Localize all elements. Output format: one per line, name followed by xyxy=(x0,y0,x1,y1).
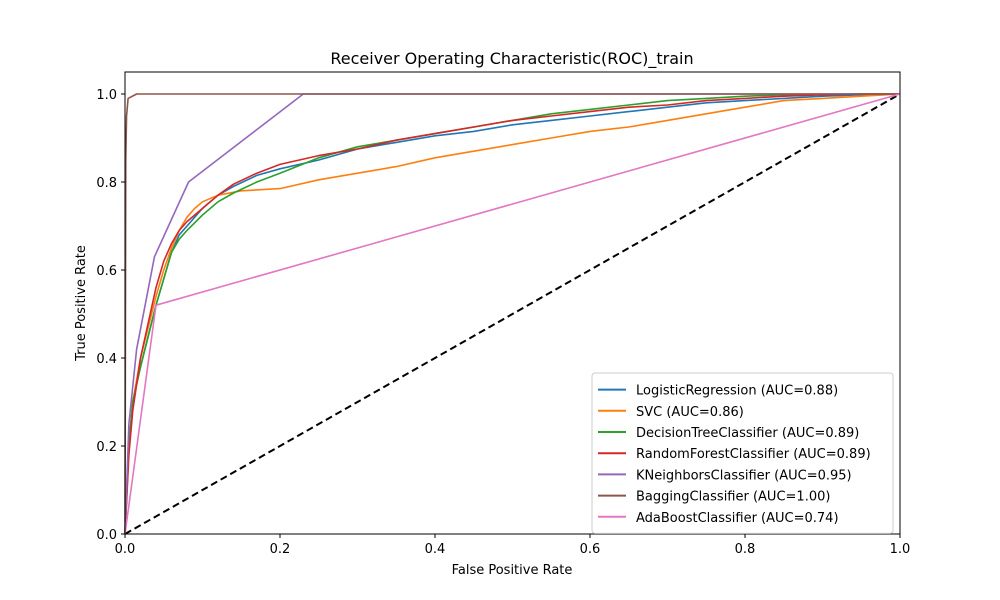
legend-label: SVC (AUC=0.86) xyxy=(636,405,744,420)
chart-title: Receiver Operating Characteristic(ROC)_t… xyxy=(330,49,693,69)
x-tick-label: 0.4 xyxy=(425,542,446,557)
x-tick-label: 0.8 xyxy=(735,542,756,557)
y-axis-label: True Positive Rate xyxy=(74,245,89,362)
legend-label: RandomForestClassifier (AUC=0.89) xyxy=(636,447,871,462)
legend-label: DecisionTreeClassifier (AUC=0.89) xyxy=(636,426,859,441)
y-axis: 0.0 0.2 0.4 0.6 0.8 1.0 xyxy=(96,88,125,543)
y-tick-label: 0.4 xyxy=(96,352,117,367)
y-tick-label: 0.6 xyxy=(96,264,117,279)
x-axis: 0.0 0.2 0.4 0.6 0.8 1.0 xyxy=(115,534,911,557)
legend: LogisticRegression (AUC=0.88) SVC (AUC=0.… xyxy=(591,372,894,534)
y-tick-label: 0.0 xyxy=(96,528,117,543)
series-line-6 xyxy=(124,93,901,535)
x-tick-label: 0.2 xyxy=(270,542,291,557)
y-tick-label: 0.2 xyxy=(96,440,117,455)
legend-label: LogisticRegression (AUC=0.88) xyxy=(636,384,838,399)
legend-label: BaggingClassifier (AUC=1.00) xyxy=(636,490,830,505)
x-tick-label: 0.0 xyxy=(115,542,136,557)
y-tick-label: 1.0 xyxy=(96,88,117,103)
x-tick-label: 1.0 xyxy=(890,542,911,557)
chance-reference-line xyxy=(124,93,901,535)
series-line-1 xyxy=(124,93,901,535)
x-tick-label: 0.6 xyxy=(580,542,601,557)
legend-label: KNeighborsClassifier (AUC=0.95) xyxy=(636,468,852,483)
plot-frame xyxy=(124,71,901,535)
y-tick-label: 0.8 xyxy=(96,176,117,191)
series-line-3 xyxy=(124,93,900,535)
x-axis-label: False Positive Rate xyxy=(452,563,573,578)
legend-box xyxy=(591,372,894,534)
legend-label: AdaBoostClassifier (AUC=0.74) xyxy=(636,511,839,526)
plot-lines xyxy=(124,93,901,535)
series-line-5 xyxy=(124,93,900,535)
